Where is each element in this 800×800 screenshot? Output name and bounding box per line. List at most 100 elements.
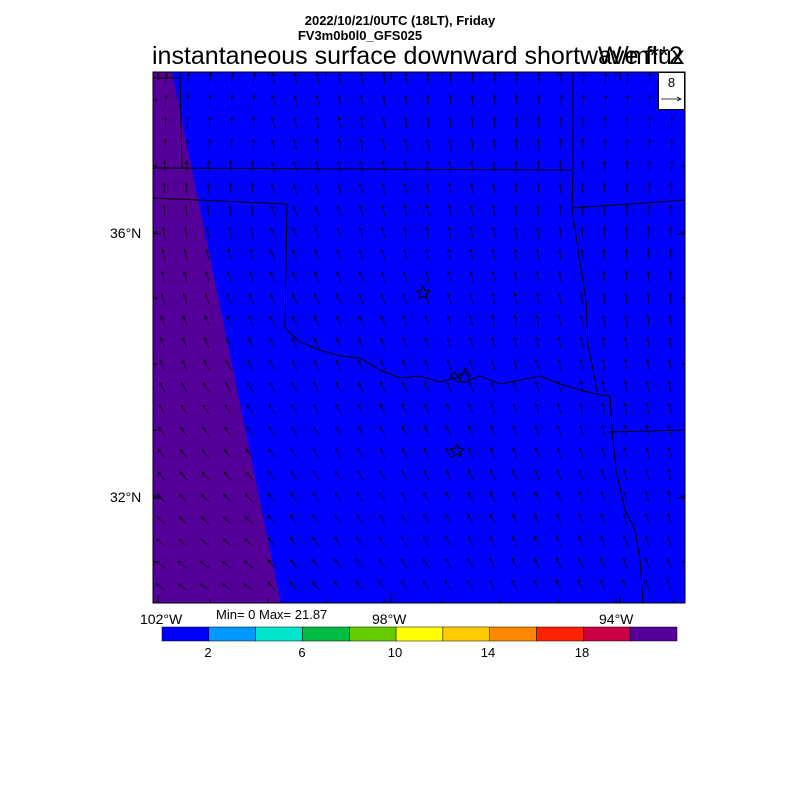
wind-vector [646,226,651,239]
wind-vector [270,271,276,283]
wind-vector [534,535,540,547]
colorbar-swatch-6 [442,626,490,642]
wind-vector [624,248,629,261]
wind-vector [224,404,232,415]
wind-vector [578,468,584,481]
wind-vector [556,557,562,569]
wind-vector [468,336,474,349]
arkansas-louisiana-border [609,429,685,433]
lon-label-98w: 98°W [372,611,407,627]
wind-vector [648,72,652,85]
wind-vector [446,425,452,437]
wind-vector [579,314,584,327]
wind-vector [290,448,298,459]
wind-vector [290,492,298,503]
wind-vector [534,424,540,437]
wind-vector [558,226,562,239]
wind-vector [667,512,672,525]
wind-vector [402,403,408,415]
wind-vector [581,138,585,151]
lon-label-94w: 94°W [599,611,634,627]
wind-vector [403,182,408,195]
wind-vector [336,226,342,239]
wind-vector [511,535,518,547]
wind-vector [622,490,628,503]
wind-vector [205,270,210,283]
wind-vector [445,491,452,503]
wind-vector [380,337,386,349]
wind-vector [515,72,519,85]
wind-vector [267,536,276,547]
wind-vector [447,292,452,305]
wind-vector [356,558,364,569]
wind-vector [359,94,364,107]
wind-vector [557,358,562,371]
wind-vector [334,536,342,547]
wind-vector [200,538,210,547]
wind-vector [269,381,276,393]
wind-vector [622,557,628,569]
wind-vector [489,535,496,547]
wind-vector [490,447,496,459]
wind-vector [623,446,628,459]
wind-vector [312,470,320,481]
wind-vector [423,491,430,503]
wind-vector [580,160,585,173]
wind-vector [645,358,650,371]
wind-vector [206,204,210,217]
wind-vector [424,425,430,437]
wind-vector [204,337,210,349]
wind-vector [514,182,518,195]
wind-vector [292,271,298,283]
wind-vector [202,404,210,415]
wind-vector [624,204,629,217]
wind-vector [669,204,673,216]
wind-vector [669,226,673,239]
wind-vector [489,579,496,591]
wind-vector [404,94,408,107]
wind-vector [491,226,496,239]
wind-vector [425,248,430,261]
wind-vector [244,538,254,547]
wind-vector [514,204,518,217]
wind-vector [181,381,188,393]
wind-vector [314,315,320,327]
wind-vector [222,493,232,503]
wind-vector [225,381,232,393]
wind-vector [289,581,298,591]
wind-vector [271,116,276,129]
wind-vector [646,292,650,305]
wind-vector [624,292,628,305]
wind-vector [578,557,584,569]
wind-vector [251,116,256,129]
wind-vector [603,94,608,107]
flux-band-1 [153,506,173,603]
wind-vector [579,336,584,349]
wind-vector [180,426,188,437]
wind-vector [535,248,540,261]
wind-vector [222,516,232,525]
wind-vector [358,315,364,327]
wind-vector [314,293,320,305]
wind-vector [403,160,408,173]
wind-vector [250,182,255,195]
city-star-dallas [449,442,465,458]
wind-vector [601,402,606,415]
wind-vector [513,248,518,261]
wind-vector [334,470,342,481]
wind-vector [381,116,386,129]
wind-vector [177,560,188,569]
wind-vector [423,535,430,547]
wind-vector [161,270,166,283]
wind-vector [230,72,235,85]
wind-vector [228,182,233,195]
wind-vector [580,182,585,195]
wind-vector [247,381,254,393]
wind-vector [445,535,452,547]
wind-vector [356,536,364,547]
wind-vector [468,381,474,393]
wind-vector [425,160,430,173]
plot-units: W/m**2 [598,42,683,70]
wind-vector [291,403,298,415]
wind-vector [622,535,628,547]
